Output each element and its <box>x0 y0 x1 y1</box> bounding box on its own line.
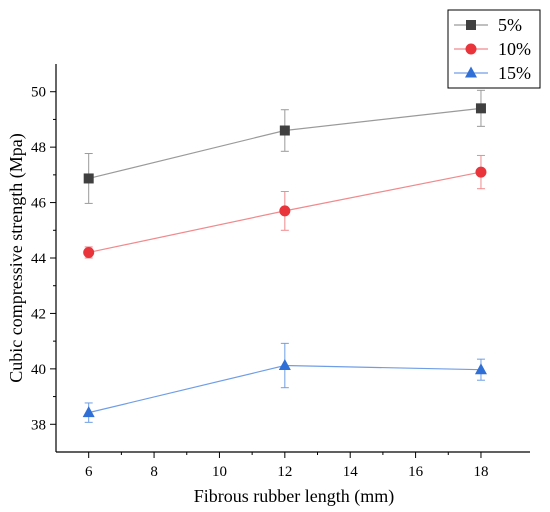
data-point <box>475 166 487 178</box>
data-point <box>475 103 486 114</box>
y-tick-label: 50 <box>31 85 46 101</box>
x-tick-label: 10 <box>212 464 227 480</box>
axis-ticks: 6 8 10 12 14 16 18 38 40 42 44 46 48 50 <box>31 85 488 480</box>
data-point <box>279 205 291 217</box>
legend-label: 15% <box>498 63 531 83</box>
x-tick-label: 16 <box>408 464 424 480</box>
y-tick-label: 48 <box>31 140 46 156</box>
legend-label: 5% <box>498 15 522 35</box>
y-tick-label: 40 <box>31 362 46 378</box>
legend-label: 10% <box>498 39 531 59</box>
series-2 <box>83 154 487 259</box>
x-tick-label: 12 <box>277 464 292 480</box>
data-point <box>278 359 291 371</box>
data-point <box>83 246 95 258</box>
data-point <box>279 125 290 136</box>
y-tick-label: 42 <box>31 306 46 322</box>
data-point <box>83 173 94 184</box>
x-axis-label: Fibrous rubber length (mm) <box>194 486 394 507</box>
legend-marker <box>465 66 477 78</box>
legend-marker <box>465 43 477 55</box>
data-point <box>474 363 487 375</box>
y-tick-label: 44 <box>31 251 47 267</box>
legend-item: 15% <box>454 63 531 83</box>
series-1 <box>83 89 486 204</box>
x-tick-label: 18 <box>473 464 488 480</box>
legend-item: 5% <box>454 15 522 35</box>
legend: 5% 10% 15% <box>447 9 541 89</box>
data-point <box>82 406 95 418</box>
x-tick-label: 6 <box>85 464 93 480</box>
plot-frame <box>55 64 530 453</box>
x-tick-label: 14 <box>343 464 359 480</box>
series-3 <box>82 342 487 423</box>
y-tick-label: 38 <box>31 417 46 433</box>
legend-marker <box>466 20 476 30</box>
y-tick-label: 46 <box>31 196 47 212</box>
x-tick-label: 8 <box>150 464 158 480</box>
series-layer <box>82 89 487 423</box>
y-axis-label: Cubic compressive strength (Mpa) <box>6 133 27 382</box>
legend-item: 10% <box>454 39 531 59</box>
